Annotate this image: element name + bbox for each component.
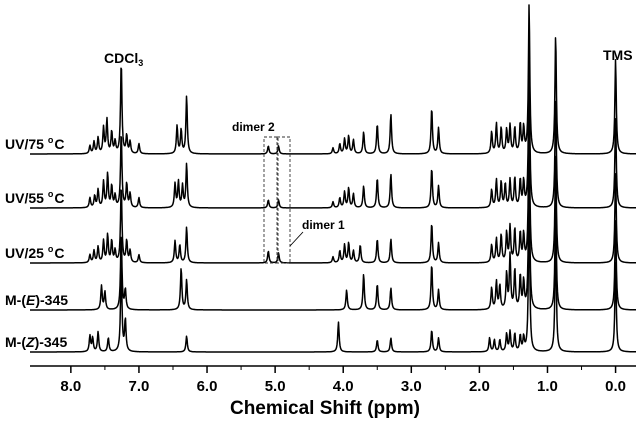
dimer1-box: [276, 136, 291, 264]
dimer2-box: [263, 136, 279, 264]
x-axis-ticks: 8.0 7.0 6.0 5.0 4.0 3.0 2.0 1.0 0.0: [60, 366, 626, 395]
dimer2-label: dimer 2: [232, 120, 275, 134]
trace-label: M-(Z)-345: [5, 334, 67, 350]
x-tick-label: 4.0: [333, 378, 354, 395]
trace-label: UV/75 oC: [5, 135, 64, 152]
solvent-label: CDCl3: [104, 50, 143, 68]
x-tick-label: 5.0: [265, 378, 286, 395]
trace-label: UV/25 oC: [5, 244, 64, 261]
x-tick-label: 8.0: [60, 378, 81, 395]
trace-labels: UV/75 oC UV/55 oC UV/25 oC M-(E)-345 M-(Z)-3…: [5, 135, 68, 350]
spectrum-trace: [29, 4, 636, 155]
standard-label: TMS: [603, 47, 633, 63]
x-tick-label: 7.0: [129, 378, 150, 395]
spectrum-trace: [29, 202, 636, 353]
dimer1-label: dimer 1: [302, 218, 345, 232]
dimer1-pointer: [289, 231, 304, 247]
x-tick-label: 0.0: [605, 378, 626, 395]
x-tick-label: 2.0: [469, 378, 490, 395]
spectrum-trace: [29, 58, 636, 209]
spectra-traces: [29, 4, 636, 353]
spectrum-trace: [29, 160, 636, 311]
trace-label: M-(E)-345: [5, 292, 68, 308]
x-tick-label: 1.0: [537, 378, 558, 395]
spectrum-trace: [29, 113, 636, 264]
x-axis-title: Chemical Shift (ppm): [230, 398, 420, 419]
x-tick-label: 6.0: [197, 378, 218, 395]
x-tick-label: 3.0: [401, 378, 422, 395]
trace-label: UV/55 oC: [5, 189, 64, 206]
